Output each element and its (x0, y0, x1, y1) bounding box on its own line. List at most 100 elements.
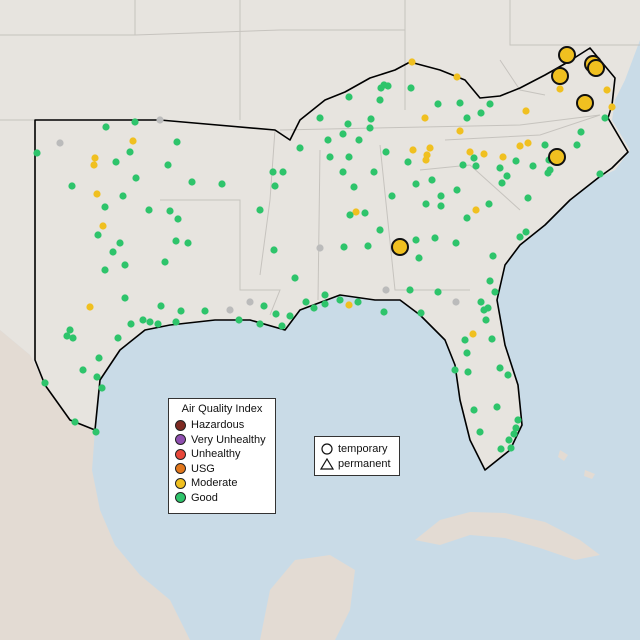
station-good (271, 182, 279, 190)
station-good (377, 84, 385, 92)
temporary-monitor-moderate (391, 238, 409, 256)
station-good (184, 239, 192, 247)
station-good (412, 236, 420, 244)
station-good (470, 406, 478, 414)
station-moderate (129, 137, 137, 145)
station-moderate (603, 86, 611, 94)
station-good (504, 371, 512, 379)
station-good (367, 115, 375, 123)
station-good (516, 233, 524, 241)
station-moderate (499, 153, 507, 161)
station-no-data (56, 139, 64, 147)
station-good (172, 237, 180, 245)
station-good (166, 207, 174, 215)
legend-label: temporary (338, 442, 388, 455)
moderate-swatch-icon (175, 477, 186, 489)
yucatan-landmass (260, 555, 355, 640)
legend-item-very-unhealthy: Very Unhealthy (175, 433, 269, 448)
station-good (510, 430, 518, 438)
station-good (417, 309, 425, 317)
station-moderate (409, 146, 417, 154)
station-good (173, 138, 181, 146)
station-good (573, 141, 581, 149)
station-no-data (316, 244, 324, 252)
legend-label: permanent (338, 457, 391, 470)
station-good (41, 379, 49, 387)
station-good (101, 266, 109, 274)
station-moderate (453, 73, 461, 81)
station-good (145, 206, 153, 214)
station-good (496, 364, 504, 372)
station-good (596, 170, 604, 178)
station-good (146, 318, 154, 326)
station-good (497, 445, 505, 453)
station-good (486, 100, 494, 108)
station-good (577, 128, 585, 136)
station-good (188, 178, 196, 186)
station-good (382, 148, 390, 156)
cuba-island (415, 512, 600, 560)
station-good (477, 109, 485, 117)
legend-item-moderate: Moderate (175, 476, 269, 491)
state-borders (0, 0, 640, 316)
station-good (93, 373, 101, 381)
station-good (177, 307, 185, 315)
bahamas-island (558, 450, 595, 479)
station-good (119, 192, 127, 200)
station-good (235, 316, 243, 324)
station-moderate (86, 303, 94, 311)
hazardous-swatch-icon (175, 419, 186, 431)
station-good (370, 168, 378, 176)
station-moderate (99, 222, 107, 230)
station-good (272, 310, 280, 318)
legend-label: USG (191, 462, 215, 475)
station-good (339, 168, 347, 176)
station-good (126, 148, 134, 156)
station-moderate (93, 190, 101, 198)
very-unhealthy-swatch-icon (175, 434, 186, 446)
legend-item-unhealthy: Unhealthy (175, 447, 269, 462)
station-good (512, 424, 520, 432)
station-good (321, 300, 329, 308)
station-good (355, 136, 363, 144)
station-good (112, 158, 120, 166)
station-good (63, 332, 71, 340)
legend-label: Very Unhealthy (191, 433, 266, 446)
station-good (279, 168, 287, 176)
station-good (218, 180, 226, 188)
station-good (514, 416, 522, 424)
station-good (512, 157, 520, 165)
station-good (522, 228, 530, 236)
station-good (94, 231, 102, 239)
station-no-data (246, 298, 254, 306)
station-good (101, 203, 109, 211)
station-good (428, 176, 436, 184)
legend-item-good: Good (175, 491, 269, 506)
station-good (486, 277, 494, 285)
station-moderate (456, 127, 464, 135)
station-good (434, 100, 442, 108)
station-good (461, 336, 469, 344)
station-good (415, 254, 423, 262)
station-no-data (452, 298, 460, 306)
station-good (121, 261, 129, 269)
station-good (296, 144, 304, 152)
station-good (278, 322, 286, 330)
station-good (601, 114, 609, 122)
station-good (463, 214, 471, 222)
station-good (503, 172, 511, 180)
station-good (95, 354, 103, 362)
station-good (431, 234, 439, 242)
station-good (485, 200, 493, 208)
station-good (484, 304, 492, 312)
aqi-legend: Air Quality Index Hazardous Very Unhealt… (168, 398, 276, 514)
station-moderate (556, 85, 564, 93)
station-good (164, 161, 172, 169)
station-no-data (226, 306, 234, 314)
station-good (114, 334, 122, 342)
station-good (456, 99, 464, 107)
station-good (116, 239, 124, 247)
station-good (98, 384, 106, 392)
station-good (404, 158, 412, 166)
